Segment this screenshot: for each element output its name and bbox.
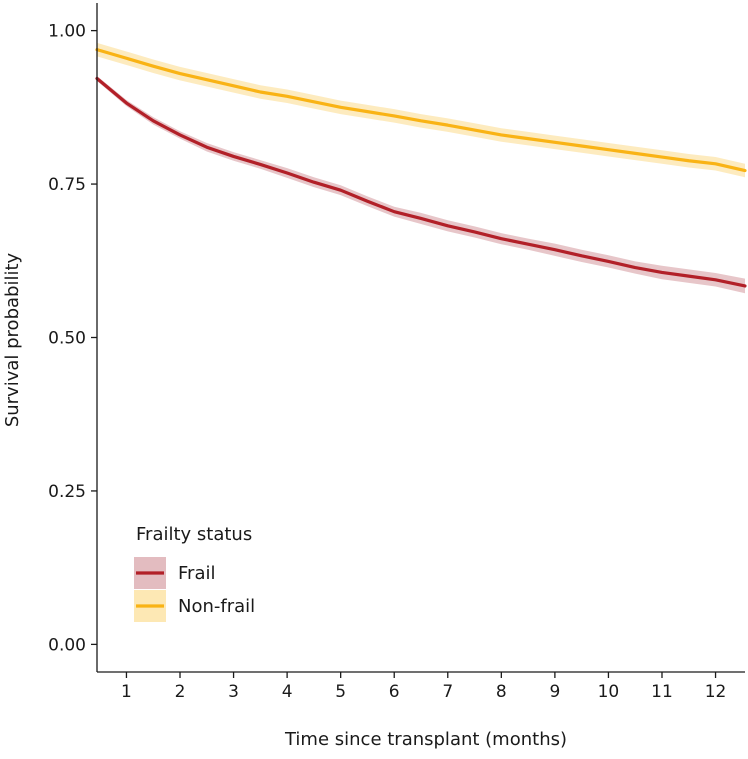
legend-items: Frail Non-frail [134, 557, 255, 622]
x-tick-label: 7 [442, 682, 453, 702]
series-line-frail [95, 76, 747, 288]
y-tick-label: 0.50 [48, 329, 86, 349]
x-tick-label: 1 [121, 682, 132, 702]
y-axis-title: Survival probability [2, 252, 23, 427]
y-tick-label: 0.00 [48, 635, 86, 655]
x-tick-label: 12 [705, 682, 727, 702]
survival-curves [95, 48, 747, 288]
x-tick-label: 11 [651, 682, 673, 702]
ci-band-non-frail [97, 42, 745, 178]
x-tick-label: 4 [282, 682, 293, 702]
x-tick-label: 8 [496, 682, 507, 702]
x-tick-label: 5 [335, 682, 346, 702]
legend-label-non-frail: Non-frail [178, 596, 255, 617]
legend: Frailty status Frail Non-frail [134, 524, 255, 622]
series-line-non-frail [95, 48, 747, 173]
x-tick-label: 3 [228, 682, 239, 702]
x-ticks: 1 2 3 4 5 6 7 8 9 10 11 12 [121, 672, 726, 702]
y-tick-label: 1.00 [48, 22, 86, 42]
y-tick-label: 0.25 [48, 482, 86, 502]
legend-label-frail: Frail [178, 563, 215, 584]
x-axis-title: Time since transplant (months) [284, 729, 567, 750]
legend-title: Frailty status [136, 524, 252, 545]
ci-band-frail [97, 76, 745, 294]
confidence-bands [97, 42, 745, 294]
x-tick-label: 9 [549, 682, 560, 702]
x-tick-label: 2 [175, 682, 186, 702]
y-ticks: 0.00 0.25 0.50 0.75 1.00 [48, 22, 97, 655]
x-tick-label: 10 [598, 682, 620, 702]
y-tick-label: 0.75 [48, 175, 86, 195]
x-tick-label: 6 [389, 682, 400, 702]
